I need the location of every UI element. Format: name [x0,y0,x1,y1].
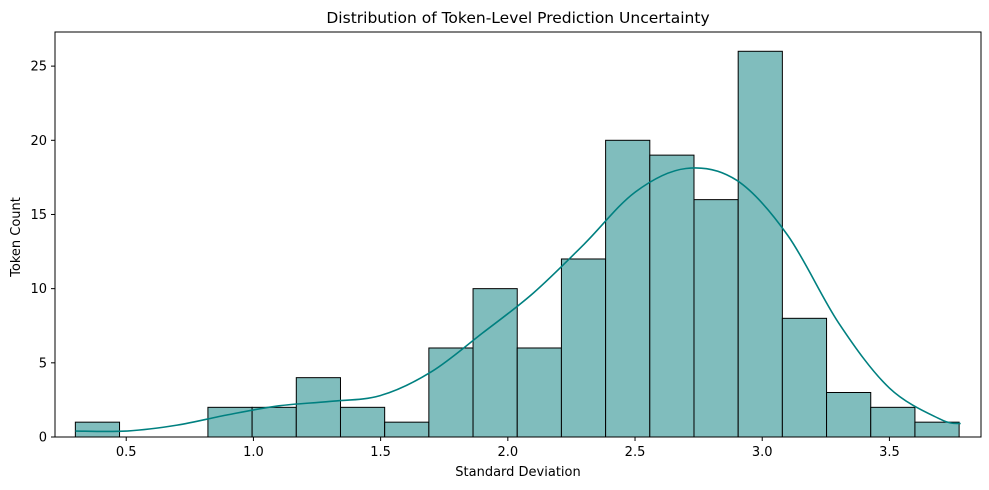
x-tick-label: 1.0 [243,445,264,460]
histogram-bar [384,421,430,438]
histogram-bar [251,406,297,438]
y-tick-label: 15 [30,208,47,223]
histogram-bar [560,258,607,438]
x-tick-label: 0.5 [116,445,137,460]
histogram-bar [605,139,651,438]
y-axis-ticks: 0 5 10 15 20 25 [30,60,55,446]
histogram-bar [649,154,695,438]
bars-group [74,50,960,438]
x-tick-label: 2.0 [497,445,518,460]
histogram-bar [737,50,783,438]
histogram-bar [914,421,960,438]
histogram-bar [826,391,872,438]
histogram-bar [428,347,474,438]
x-axis-ticks: 0.5 1.0 1.5 2.0 2.5 3.0 3.5 [116,437,900,460]
kde-curve [75,167,961,433]
x-axis-label: Standard Deviation [455,465,580,480]
histogram-bar [339,406,386,438]
histogram-bar [781,317,828,438]
y-tick-label: 10 [30,282,47,297]
x-tick-label: 2.5 [625,445,646,460]
y-axis-label: Token Count [9,197,24,278]
histogram-bar [693,199,739,438]
plot-frame [54,31,982,438]
histogram-bar [74,421,121,438]
histogram-bar [870,406,916,438]
x-tick-label: 1.5 [370,445,391,460]
chart-title: Distribution of Token-Level Prediction U… [326,9,709,27]
x-tick-label: 3.0 [752,445,773,460]
y-tick-label: 5 [39,356,47,371]
y-tick-label: 25 [30,60,47,75]
y-tick-label: 0 [39,431,47,446]
histogram-bar [516,347,562,438]
histogram-bar [295,377,341,438]
histogram-bar [472,288,518,438]
x-tick-label: 3.5 [879,445,900,460]
y-tick-label: 20 [30,134,47,149]
